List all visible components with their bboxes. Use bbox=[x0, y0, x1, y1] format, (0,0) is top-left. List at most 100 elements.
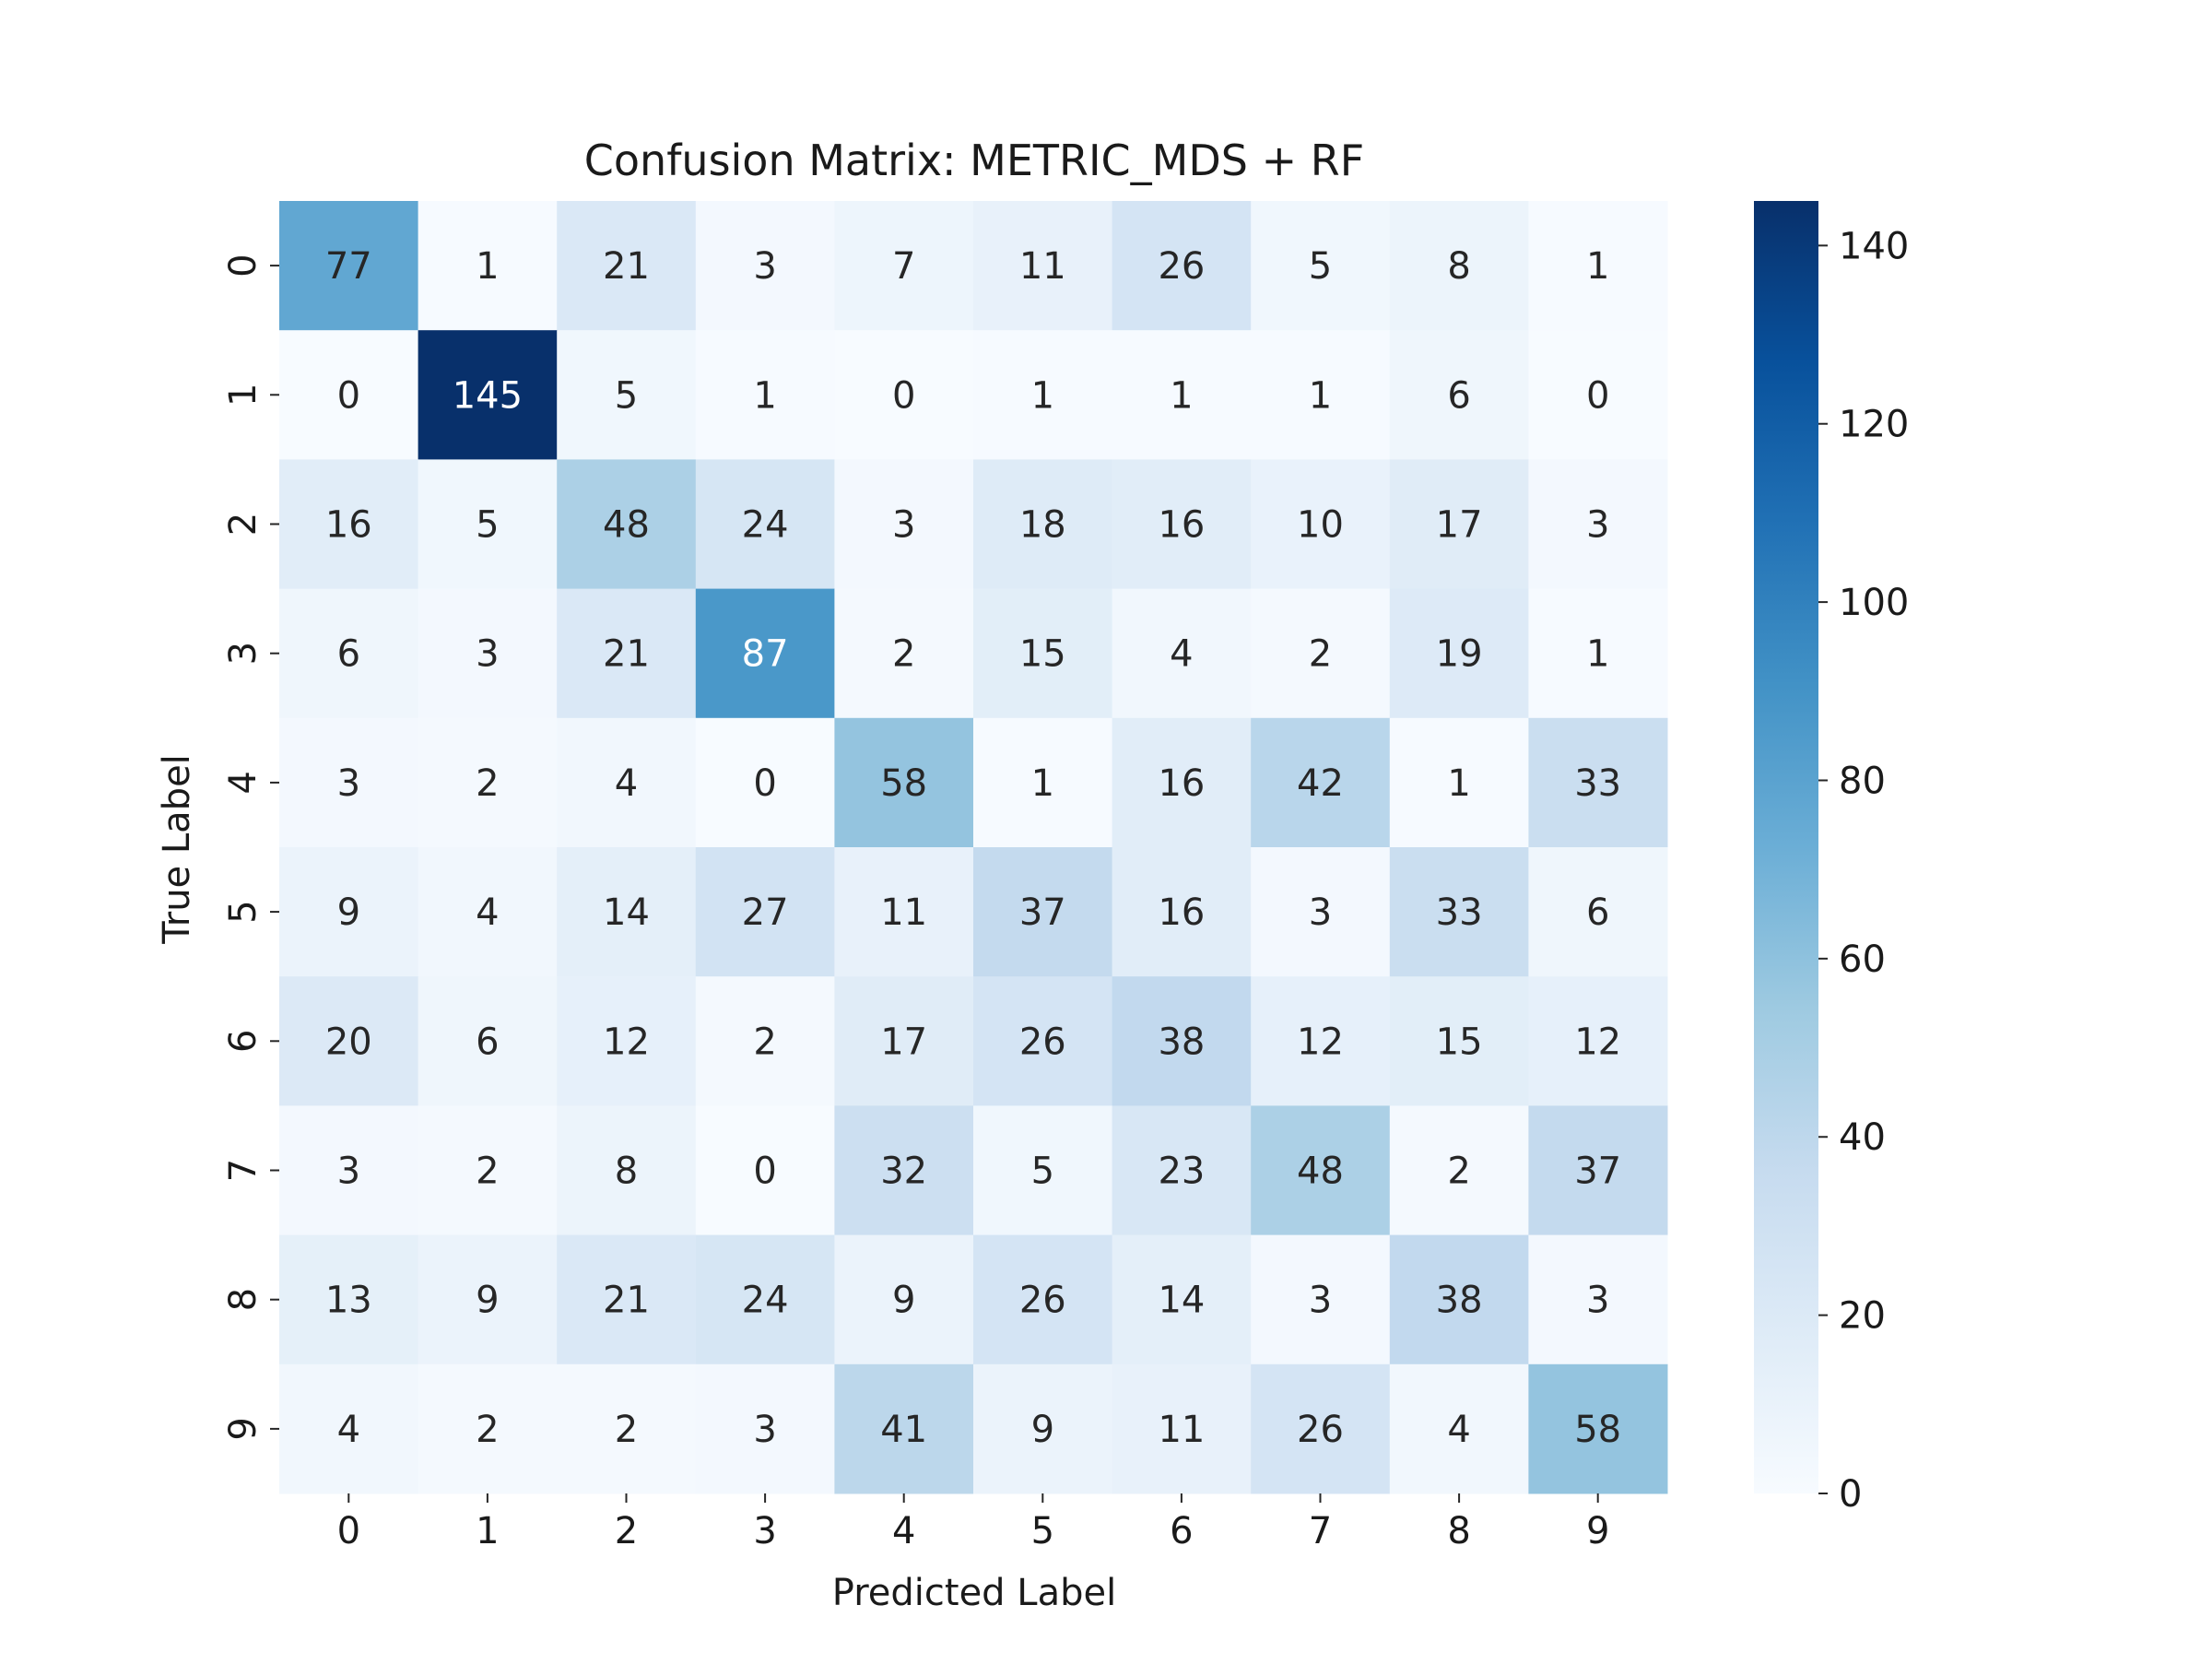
heatmap-cell bbox=[973, 976, 1113, 1106]
x-axis-label: Predicted Label bbox=[832, 1572, 1116, 1614]
x-tick-label: 3 bbox=[753, 1510, 776, 1552]
cell-value-label: 21 bbox=[603, 633, 650, 676]
heatmap-cell bbox=[973, 847, 1113, 977]
cell-value-label: 18 bbox=[1019, 504, 1066, 547]
cell-value-label: 12 bbox=[1574, 1021, 1621, 1063]
cell-value-label: 3 bbox=[1586, 504, 1609, 547]
cell-value-label: 6 bbox=[1447, 374, 1470, 417]
cell-value-label: 1 bbox=[1031, 762, 1054, 805]
colorbar-tick-label: 100 bbox=[1839, 582, 1909, 624]
y-tick-label: 6 bbox=[222, 1030, 265, 1053]
y-tick-label: 2 bbox=[222, 513, 265, 536]
heatmap-cell bbox=[1251, 201, 1391, 331]
cell-value-label: 48 bbox=[603, 504, 650, 547]
cell-value-label: 24 bbox=[742, 1280, 789, 1322]
heatmap-cell bbox=[1389, 1234, 1529, 1365]
cell-value-label: 58 bbox=[880, 762, 927, 805]
heatmap-cell bbox=[695, 588, 835, 719]
heatmap-cell bbox=[1112, 330, 1252, 460]
x-tick-label: 8 bbox=[1447, 1510, 1470, 1552]
heatmap-cell bbox=[279, 459, 419, 590]
x-axis-ticks: 0 1 2 3 4 5 6 7 8 9 bbox=[337, 1493, 1609, 1552]
x-tick-label: 6 bbox=[1170, 1510, 1193, 1552]
heatmap-cell bbox=[973, 459, 1113, 590]
heatmap-cell bbox=[1528, 1105, 1668, 1236]
heatmap-cell bbox=[695, 459, 835, 590]
cell-value-label: 11 bbox=[1019, 245, 1066, 288]
cell-value-label: 26 bbox=[1019, 1021, 1066, 1063]
heatmap-cell bbox=[1251, 1363, 1391, 1494]
heatmap-cell bbox=[1112, 1105, 1252, 1236]
heatmap-cell bbox=[557, 1105, 697, 1236]
x-tick-label: 5 bbox=[1031, 1510, 1054, 1552]
heatmap-cell bbox=[279, 1363, 419, 1494]
cell-value-label: 1 bbox=[1170, 374, 1193, 417]
cell-value-label: 2 bbox=[615, 1409, 638, 1451]
heatmap-cell bbox=[1528, 1363, 1668, 1494]
cell-value-label: 1 bbox=[476, 245, 499, 288]
heatmap-cell bbox=[1251, 1234, 1391, 1365]
cell-value-label: 5 bbox=[476, 504, 499, 547]
heatmap-cell bbox=[279, 1105, 419, 1236]
heatmap-cell bbox=[279, 330, 419, 460]
heatmap-cell bbox=[1528, 976, 1668, 1106]
cell-value-label: 15 bbox=[1019, 633, 1066, 676]
cell-value-label: 16 bbox=[1158, 891, 1205, 934]
heatmap-cell bbox=[834, 588, 974, 719]
heatmap-cell bbox=[557, 330, 697, 460]
colorbar-tick-label: 0 bbox=[1839, 1473, 1862, 1516]
cell-value-label: 3 bbox=[892, 504, 915, 547]
cell-value-label: 11 bbox=[1158, 1409, 1205, 1451]
cell-value-label: 26 bbox=[1297, 1409, 1344, 1451]
cell-value-label: 26 bbox=[1158, 245, 1205, 288]
cell-value-label: 8 bbox=[1447, 245, 1470, 288]
colorbar-tick-label: 80 bbox=[1839, 760, 1886, 802]
colorbar-tick-label: 40 bbox=[1839, 1116, 1886, 1159]
heatmap-cell bbox=[1389, 1105, 1529, 1236]
cell-value-label: 0 bbox=[892, 374, 915, 417]
chart-title: Confusion Matrix: METRIC_MDS + RF bbox=[584, 136, 1364, 185]
cell-value-label: 17 bbox=[880, 1021, 927, 1063]
cell-value-label: 9 bbox=[337, 891, 360, 934]
y-tick-label: 3 bbox=[222, 642, 265, 665]
heatmap-cell bbox=[1251, 588, 1391, 719]
cell-value-label: 58 bbox=[1574, 1409, 1621, 1451]
x-tick-label: 1 bbox=[476, 1510, 499, 1552]
heatmap-cell bbox=[279, 588, 419, 719]
cell-value-label: 33 bbox=[1436, 891, 1483, 934]
heatmap-cell bbox=[1112, 717, 1252, 848]
cell-value-label: 6 bbox=[1586, 891, 1609, 934]
heatmap-cell bbox=[973, 717, 1113, 848]
cell-value-label: 16 bbox=[1158, 762, 1205, 805]
heatmap-cell bbox=[1389, 847, 1529, 977]
heatmap-cell bbox=[1528, 1234, 1668, 1365]
cell-value-label: 21 bbox=[603, 1280, 650, 1322]
heatmap-cell bbox=[973, 1363, 1113, 1494]
cell-value-label: 21 bbox=[603, 245, 650, 288]
cell-value-label: 1 bbox=[1447, 762, 1470, 805]
y-tick-label: 8 bbox=[222, 1288, 265, 1311]
heatmap-cell bbox=[1389, 201, 1529, 331]
cell-value-label: 38 bbox=[1158, 1021, 1205, 1063]
cell-value-label: 3 bbox=[753, 1409, 776, 1451]
heatmap-cell bbox=[695, 1363, 835, 1494]
x-tick-label: 2 bbox=[615, 1510, 638, 1552]
cell-value-label: 5 bbox=[615, 374, 638, 417]
heatmap-cell bbox=[279, 847, 419, 977]
heatmap-cell bbox=[695, 976, 835, 1106]
cell-value-label: 4 bbox=[1447, 1409, 1470, 1451]
heatmap-cell bbox=[1112, 588, 1252, 719]
heatmap-cell bbox=[1112, 459, 1252, 590]
heatmap-cell bbox=[1251, 976, 1391, 1106]
y-tick-label: 0 bbox=[222, 254, 265, 277]
cell-value-label: 41 bbox=[880, 1409, 927, 1451]
cell-value-label: 38 bbox=[1436, 1280, 1483, 1322]
heatmap-cell bbox=[418, 1234, 558, 1365]
cell-value-label: 6 bbox=[337, 633, 360, 676]
heatmap-cell bbox=[557, 1234, 697, 1365]
heatmap-cell bbox=[279, 1234, 419, 1365]
y-tick-label: 4 bbox=[222, 771, 265, 794]
cell-value-label: 87 bbox=[742, 633, 789, 676]
x-tick-label: 9 bbox=[1586, 1510, 1609, 1552]
cell-value-label: 19 bbox=[1436, 633, 1483, 676]
